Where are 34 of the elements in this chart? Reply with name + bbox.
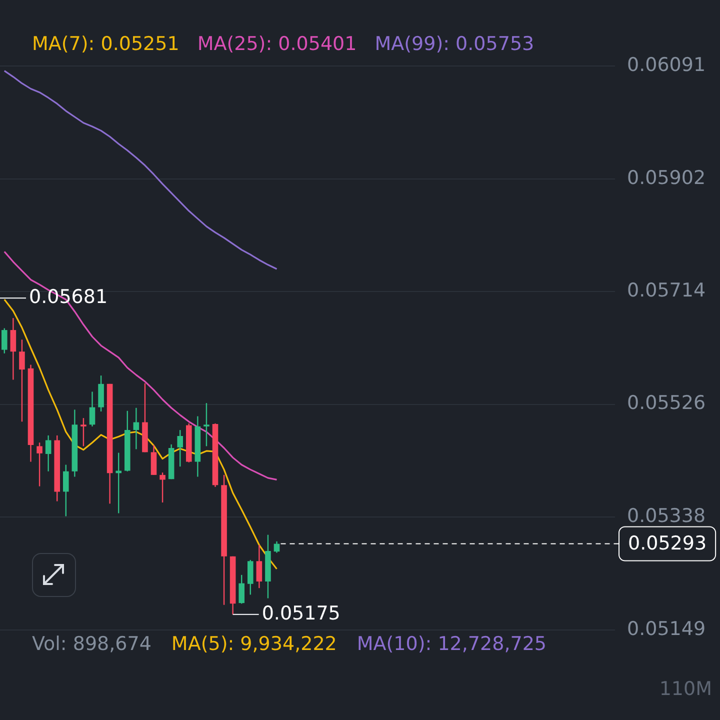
candlestick [238,574,245,604]
text: 110M [659,678,712,700]
candlestick [247,559,254,596]
candlestick [274,540,280,554]
y-tick-label: 0.06091 [627,54,706,76]
y-tick-label: 0.05902 [627,167,706,190]
candlestick [10,317,16,380]
text: Vol: 898,674 [32,632,152,655]
candlestick [89,391,96,428]
candlestick [133,407,140,450]
text: MA(10): 12,728,725 [356,632,547,655]
y-tick-label: 0.05714 [627,280,706,302]
candlestick [150,444,157,476]
candlestick [36,442,42,487]
y-tick-label: 0.05526 [627,392,706,414]
candlestick [204,402,210,447]
candlestick [19,339,25,422]
candlestick [177,429,184,468]
y-tick-label: 0.05338 [627,504,706,527]
candlestick [116,452,122,514]
candlestick [160,472,166,504]
candlestick [1,328,8,354]
text: MA(99): 0.05753 [374,32,534,55]
candlestick [80,417,86,447]
candlestick [45,434,52,472]
text: MA(25): 0.05401 [197,32,357,55]
text: MA(7): 0.05251 [32,32,180,55]
annotation: 0.05175 [262,602,340,624]
candlestick [62,464,69,517]
y-tick-label: 0.05149 [627,618,706,640]
candlestick [98,374,104,412]
candlestick [256,544,262,589]
text: MA(5): 9,934,222 [171,632,337,655]
ref-line-label: 0.05293 [628,532,707,555]
